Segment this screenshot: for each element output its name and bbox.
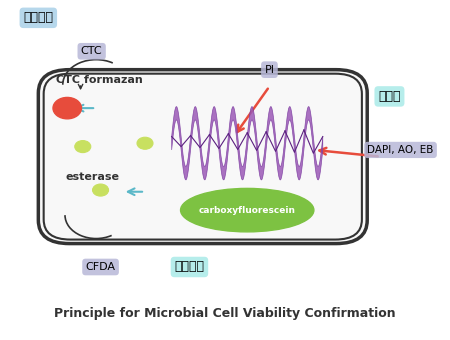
Text: PI: PI — [265, 65, 274, 75]
Circle shape — [137, 137, 153, 149]
Circle shape — [53, 98, 81, 119]
Text: carboxyfluorescein: carboxyfluorescein — [199, 206, 296, 215]
Text: 膜損傷: 膜損傷 — [378, 90, 400, 103]
Text: CTC: CTC — [81, 46, 103, 56]
FancyBboxPatch shape — [38, 70, 367, 243]
Text: Principle for Microbial Cell Viability Confirmation: Principle for Microbial Cell Viability C… — [54, 307, 396, 320]
Ellipse shape — [180, 188, 314, 232]
Text: CFDA: CFDA — [86, 262, 116, 272]
Polygon shape — [171, 106, 323, 180]
Text: 呼吸活性: 呼吸活性 — [23, 11, 54, 24]
Text: DAPI, AO, EB: DAPI, AO, EB — [367, 145, 434, 155]
Text: CTC formazan: CTC formazan — [56, 75, 143, 85]
Circle shape — [93, 184, 108, 196]
Text: esterase: esterase — [65, 172, 119, 182]
Circle shape — [75, 140, 91, 153]
Text: 酵素活性: 酵素活性 — [175, 260, 204, 273]
